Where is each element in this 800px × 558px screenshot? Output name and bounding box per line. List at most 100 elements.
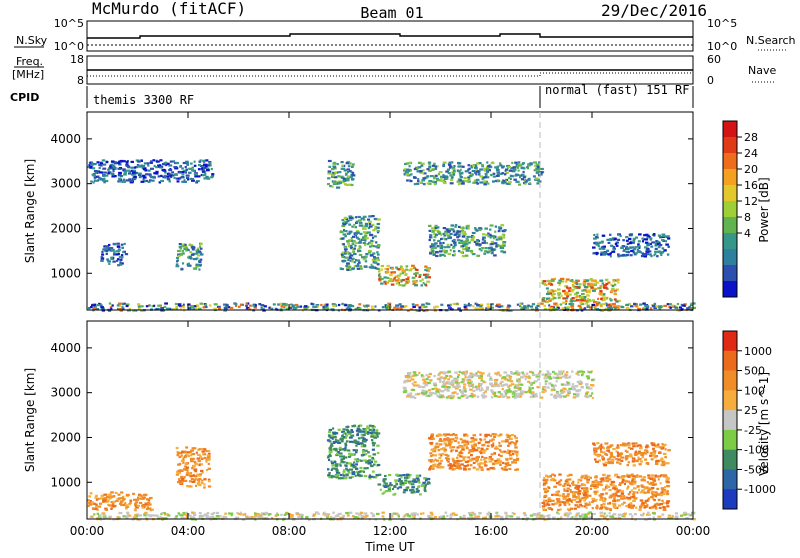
power-cell (200, 159, 202, 161)
power-cell (352, 236, 355, 238)
velocity-cell (112, 496, 115, 498)
velocity-cell (462, 459, 465, 461)
power-cell (484, 237, 486, 239)
velocity-cell (199, 516, 201, 518)
velocity-cell (456, 437, 458, 439)
velocity-cell (200, 470, 203, 472)
velocity-cell (97, 509, 99, 511)
power-cell (521, 178, 524, 180)
velocity-cell (148, 508, 152, 510)
velocity-cell (617, 491, 620, 493)
power-cell (494, 231, 496, 233)
velocity-cell (334, 461, 337, 463)
power-cell (606, 250, 609, 252)
power-cell (614, 238, 617, 240)
velocity-cell (636, 491, 638, 493)
velocity-cell (509, 458, 512, 460)
power-cell (474, 227, 476, 229)
velocity-cell (606, 515, 609, 517)
velocity-cell (342, 455, 345, 457)
velocity-cell (613, 513, 617, 515)
velocity-cell (634, 513, 637, 515)
velocity-cell (367, 460, 370, 462)
velocity-cell (651, 474, 655, 476)
velocity-cell (486, 386, 489, 388)
power-cell (466, 239, 469, 241)
velocity-cell (505, 517, 508, 519)
velocity-cell (481, 456, 483, 458)
power-cell (369, 242, 373, 244)
power-cell (116, 243, 120, 245)
power-cell (184, 244, 186, 246)
velocity-cell (352, 454, 355, 456)
power-cell (450, 233, 453, 235)
velocity-cell (328, 459, 330, 461)
power-cell (351, 178, 354, 180)
velocity-cell (422, 386, 425, 388)
velocity-cell (500, 455, 503, 457)
velocity-cell (469, 389, 473, 391)
velocity-cell (338, 451, 340, 453)
power-cell (533, 175, 536, 177)
power-cell (422, 177, 426, 179)
velocity-cell (112, 501, 116, 503)
power-cell (339, 182, 342, 184)
velocity-cell (657, 516, 661, 518)
velocity-cell (443, 372, 447, 374)
power-cell (607, 307, 610, 309)
power-cell (173, 177, 175, 179)
power-cell (386, 271, 389, 273)
power-cell (409, 180, 412, 182)
velocity-cell (369, 432, 373, 434)
power-cell (198, 168, 201, 170)
power-cell (177, 180, 180, 182)
velocity-cell (636, 474, 638, 476)
power-cell (337, 175, 341, 177)
power-cell (104, 172, 107, 174)
power-cell (565, 281, 568, 283)
velocity-cell (345, 465, 347, 467)
power-cell (118, 253, 120, 255)
power-cell (357, 216, 361, 218)
velocity-cell (441, 386, 445, 388)
velocity-cell (534, 395, 538, 397)
velocity-cell (450, 450, 452, 452)
power-cell (604, 287, 608, 289)
power-cell (476, 171, 480, 173)
velocity-cell (346, 440, 349, 442)
velocity-cell (345, 426, 348, 428)
power-cell (535, 306, 538, 308)
power-cell (530, 306, 533, 308)
velocity-cell (444, 449, 447, 451)
power-cell (569, 294, 572, 296)
velocity-cell (511, 434, 514, 436)
velocity-cell (632, 500, 636, 502)
velocity-cell (487, 441, 491, 443)
power-cell (188, 172, 192, 174)
power-cell (370, 234, 374, 236)
power-ytick-label: 4000 (50, 132, 81, 146)
velocity-cell (399, 483, 402, 485)
power-cell (122, 251, 124, 253)
velocity-cell (458, 386, 461, 388)
power-cell (578, 287, 580, 289)
velocity-cell (633, 491, 636, 493)
velocity-cell (185, 462, 188, 464)
power-cell (458, 226, 461, 228)
velocity-cell (268, 513, 271, 515)
power-cell (347, 175, 350, 177)
power-cell (468, 168, 470, 170)
power-cell (472, 170, 476, 172)
power-cell (155, 171, 158, 173)
power-cell (579, 283, 582, 285)
velocity-cell (191, 478, 194, 480)
power-cell (578, 305, 582, 307)
velocity-cell (628, 493, 631, 495)
velocity-cell (207, 512, 210, 514)
velocity-cell (545, 380, 548, 382)
power-cell (118, 174, 120, 176)
power-cell (371, 245, 373, 247)
velocity-cell (369, 429, 372, 431)
power-cell (621, 306, 625, 308)
velocity-cell (376, 429, 378, 431)
